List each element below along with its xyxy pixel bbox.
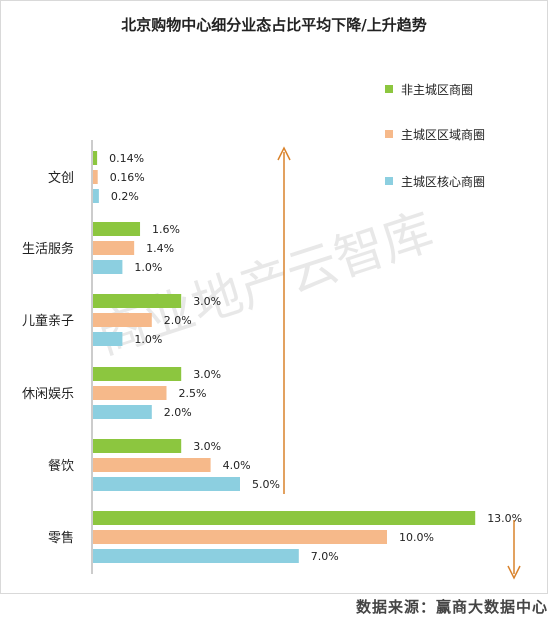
data-label: 3.0%: [193, 295, 221, 308]
bar: [93, 386, 167, 400]
chart-frame: [0, 0, 548, 594]
bar: [93, 549, 299, 563]
data-label: 2.0%: [164, 406, 192, 419]
bar: [93, 151, 98, 165]
data-label: 3.0%: [193, 368, 221, 381]
data-label: 2.0%: [164, 314, 192, 327]
category-label: 生活服务: [22, 241, 74, 257]
data-label: 0.16%: [110, 171, 145, 184]
bar: [93, 367, 182, 381]
up-arrow-head: [277, 146, 291, 161]
legend-label: 非主城区商圈: [401, 82, 473, 97]
bar: [93, 511, 476, 525]
legend-swatch: [385, 130, 393, 138]
category-label: 餐饮: [48, 458, 74, 474]
bar: [93, 477, 240, 491]
category-label: 儿童亲子: [22, 313, 74, 329]
data-label: 7.0%: [311, 550, 339, 563]
data-label: 0.14%: [109, 152, 144, 165]
bar: [93, 313, 152, 327]
legend-swatch: [385, 177, 393, 185]
bar: [93, 405, 152, 419]
category-label: 休闲娱乐: [22, 387, 74, 402]
data-label: 0.2%: [111, 190, 139, 203]
category-label: 零售: [48, 530, 74, 546]
chart: 商业地产云智库 北京购物中心细分业态占比平均下降/上升趋势 文创0.14%0.1…: [22, 16, 522, 580]
bar: [93, 260, 123, 274]
bar: [93, 458, 211, 472]
bar: [93, 439, 182, 453]
legend-label: 主城区核心商圈: [401, 174, 485, 189]
bar: [93, 530, 387, 544]
data-label: 2.5%: [179, 387, 207, 400]
down-arrow-head: [507, 565, 521, 580]
legend-swatch: [385, 85, 393, 93]
data-label: 1.6%: [152, 223, 180, 236]
data-label: 3.0%: [193, 440, 221, 453]
bar: [93, 222, 141, 236]
data-label: 1.0%: [134, 261, 162, 274]
chart-title: 北京购物中心细分业态占比平均下降/上升趋势: [121, 16, 426, 34]
bar: [93, 189, 99, 203]
data-label: 4.0%: [223, 459, 251, 472]
data-label: 1.4%: [146, 242, 174, 255]
bar: [93, 170, 98, 184]
bar: [93, 294, 182, 308]
data-source: 数据来源：赢商大数据中心: [355, 598, 548, 616]
data-label: 1.0%: [134, 333, 162, 346]
data-label: 10.0%: [399, 531, 434, 544]
bar: [93, 241, 135, 255]
legend-label: 主城区区域商圈: [401, 127, 485, 142]
data-label: 5.0%: [252, 478, 280, 491]
bar: [93, 332, 123, 346]
category-label: 文创: [48, 171, 74, 186]
data-label: 13.0%: [487, 512, 522, 525]
